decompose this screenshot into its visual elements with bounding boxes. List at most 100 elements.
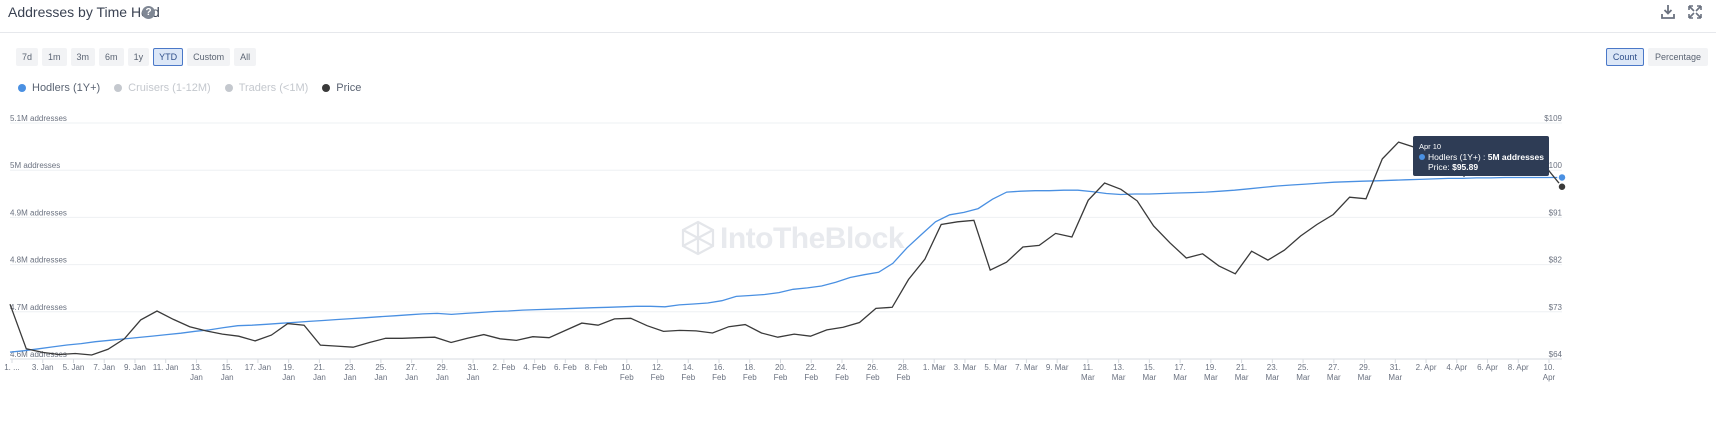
x-axis-label-month: Mar bbox=[1235, 373, 1249, 382]
legend-label: Hodlers (1Y+) bbox=[32, 82, 101, 94]
time-range-selector: 7d 1m 3m 6m 1y YTD Custom All bbox=[16, 48, 257, 66]
watermark: IntoTheBlock bbox=[681, 220, 905, 256]
x-axis-label-month: Jan bbox=[221, 373, 234, 382]
x-axis-label: 5. Mar bbox=[984, 363, 1007, 372]
x-axis-label: 1. ... bbox=[4, 363, 20, 372]
x-axis-label-month: Feb bbox=[866, 373, 880, 382]
x-axis-label: 1. Mar bbox=[923, 363, 946, 372]
intotheblock-logo-icon bbox=[681, 220, 715, 256]
y-axis-right-label: $82 bbox=[1549, 256, 1563, 265]
x-axis-label: 4. Apr bbox=[1446, 363, 1467, 372]
x-axis-label: 12. bbox=[652, 363, 663, 372]
x-axis-label: 25. bbox=[375, 363, 386, 372]
legend-label: Price bbox=[336, 82, 362, 94]
x-axis-label-month: Mar bbox=[1112, 373, 1126, 382]
x-axis-label: 24. bbox=[836, 363, 847, 372]
x-axis-label-month: Feb bbox=[651, 373, 665, 382]
x-axis-label: 15. bbox=[1144, 363, 1155, 372]
x-axis-label: 26. bbox=[867, 363, 878, 372]
price-series-line bbox=[9, 141, 1563, 356]
x-axis-label-month: Apr bbox=[1543, 373, 1556, 382]
x-axis-label: 31. bbox=[1390, 363, 1401, 372]
y-axis-right-label: $64 bbox=[1549, 350, 1563, 359]
x-axis-label: 21. bbox=[1236, 363, 1247, 372]
y-axis-right-label: $100 bbox=[1544, 161, 1562, 170]
x-axis-label-month: Feb bbox=[681, 373, 695, 382]
y-axis-right-label: $91 bbox=[1549, 208, 1563, 217]
hodlers-series-line bbox=[9, 176, 1562, 353]
legend-item[interactable]: Traders (<1M) bbox=[224, 82, 308, 94]
legend-item[interactable]: Hodlers (1Y+) bbox=[18, 82, 100, 94]
range-button-3m[interactable]: 3m bbox=[70, 48, 96, 66]
display-mode-selector: Count Percentage bbox=[1605, 48, 1708, 66]
x-axis-label-month: Jan bbox=[190, 373, 203, 382]
x-axis-label-month: Mar bbox=[1142, 373, 1156, 382]
header: Addresses by Time Held ? bbox=[0, 0, 1716, 33]
legend-label: Cruisers (1-12M) bbox=[128, 82, 211, 94]
range-button-6m[interactable]: 6m bbox=[99, 48, 124, 66]
legend-item[interactable]: Cruisers (1-12M) bbox=[114, 82, 211, 94]
range-button-7d[interactable]: 7d bbox=[16, 48, 39, 66]
x-axis-label: 15. bbox=[222, 363, 233, 372]
x-axis-label: 6. Feb bbox=[554, 363, 577, 372]
x-axis-label: 7. Mar bbox=[1015, 363, 1038, 372]
x-axis-label-month: Mar bbox=[1358, 373, 1372, 382]
x-axis-label-month: Jan bbox=[436, 373, 449, 382]
watermark-text: IntoTheBlock bbox=[720, 222, 905, 255]
x-axis-label-month: Jan bbox=[344, 373, 357, 382]
y-axis-left-label: 4.6M addresses bbox=[10, 350, 67, 359]
range-button-1y[interactable]: 1y bbox=[127, 48, 150, 66]
x-axis-label: 7. Jan bbox=[93, 363, 115, 372]
range-button-ytd[interactable]: YTD bbox=[153, 48, 184, 66]
x-axis-label-month: Feb bbox=[620, 373, 634, 382]
x-axis-label: 6. Apr bbox=[1477, 363, 1498, 372]
x-axis-label: 3. Mar bbox=[954, 363, 977, 372]
x-axis-label: 9. Jan bbox=[124, 363, 146, 372]
mode-button-percentage[interactable]: Percentage bbox=[1647, 48, 1708, 66]
range-button-all[interactable]: All bbox=[234, 48, 257, 66]
y-axis-left-label: 4.8M addresses bbox=[10, 256, 67, 265]
fullscreen-icon[interactable] bbox=[1686, 3, 1704, 21]
x-axis-label: 10. bbox=[1543, 363, 1554, 372]
tooltip-date: Apr 10 bbox=[1419, 142, 1442, 151]
help-icon[interactable]: ? bbox=[142, 6, 155, 19]
x-axis-label: 8. Apr bbox=[1508, 363, 1529, 372]
chart-tooltip: Apr 10 Hodlers (1Y+) : 5M addresses Pric… bbox=[1413, 136, 1549, 176]
x-axis-label: 29. bbox=[437, 363, 448, 372]
legend-item[interactable]: Price bbox=[322, 82, 361, 94]
x-axis-label: 17. Jan bbox=[245, 363, 271, 372]
x-axis-label-month: Jan bbox=[405, 373, 418, 382]
x-axis-label-month: Feb bbox=[774, 373, 788, 382]
x-axis-label: 11. bbox=[1083, 363, 1094, 372]
x-axis-label: 18. bbox=[744, 363, 755, 372]
x-axis-label: 20. bbox=[775, 363, 786, 372]
x-axis-label: 13. bbox=[191, 363, 202, 372]
x-axis-label-month: Feb bbox=[835, 373, 849, 382]
y-axis-right-label: $73 bbox=[1549, 303, 1563, 312]
x-axis-label: 27. bbox=[1328, 363, 1339, 372]
x-axis-label-month: Jan bbox=[282, 373, 295, 382]
tooltip-series-dot-icon bbox=[1419, 154, 1425, 160]
x-axis-label: 27. bbox=[406, 363, 417, 372]
range-button-custom[interactable]: Custom bbox=[187, 48, 231, 66]
x-axis-label: 2. Apr bbox=[1416, 363, 1437, 372]
y-axis-left-label: 5M addresses bbox=[10, 161, 60, 170]
download-icon[interactable] bbox=[1659, 3, 1677, 21]
y-axis-left-label: 4.7M addresses bbox=[10, 303, 67, 312]
x-axis-label-month: Mar bbox=[1173, 373, 1187, 382]
x-axis-label: 3. Jan bbox=[32, 363, 54, 372]
x-axis-label-month: Feb bbox=[897, 373, 911, 382]
x-axis-label: 13. bbox=[1113, 363, 1124, 372]
x-axis-label-month: Jan bbox=[374, 373, 387, 382]
x-axis-label-month: Mar bbox=[1327, 373, 1341, 382]
x-axis-label-month: Mar bbox=[1388, 373, 1402, 382]
x-axis-label: 10. bbox=[621, 363, 632, 372]
x-axis-label: 29. bbox=[1359, 363, 1370, 372]
x-axis-label: 16. bbox=[713, 363, 724, 372]
mode-button-count[interactable]: Count bbox=[1605, 48, 1644, 66]
range-button-1m[interactable]: 1m bbox=[42, 48, 67, 66]
tooltip-hodlers-label: Hodlers (1Y+) : bbox=[1428, 152, 1488, 162]
x-axis-label-month: Mar bbox=[1081, 373, 1095, 382]
x-axis-label-month: Mar bbox=[1204, 373, 1218, 382]
